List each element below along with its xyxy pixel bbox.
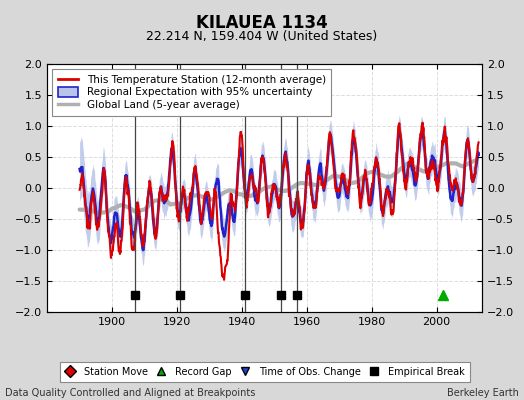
Text: Berkeley Earth: Berkeley Earth (447, 388, 519, 398)
Text: KILAUEA 1134: KILAUEA 1134 (196, 14, 328, 32)
Text: 22.214 N, 159.404 W (United States): 22.214 N, 159.404 W (United States) (146, 30, 378, 43)
Legend: Station Move, Record Gap, Time of Obs. Change, Empirical Break: Station Move, Record Gap, Time of Obs. C… (60, 362, 470, 382)
Text: Data Quality Controlled and Aligned at Breakpoints: Data Quality Controlled and Aligned at B… (5, 388, 256, 398)
